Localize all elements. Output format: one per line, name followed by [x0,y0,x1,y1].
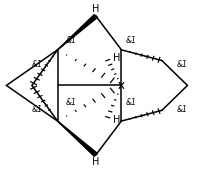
Text: &1: &1 [66,98,77,107]
Text: &1: &1 [66,36,77,44]
Text: &1: &1 [177,61,188,69]
Text: &1: &1 [125,36,137,44]
Text: H: H [114,53,121,63]
Text: &1: &1 [32,61,43,69]
Text: H: H [92,157,99,167]
Text: H: H [92,4,99,14]
Polygon shape [58,121,98,156]
Text: H: H [114,115,121,125]
Text: &1: &1 [177,105,188,114]
Text: &1: &1 [32,105,43,114]
Polygon shape [58,15,98,50]
Text: &1: &1 [125,98,137,107]
